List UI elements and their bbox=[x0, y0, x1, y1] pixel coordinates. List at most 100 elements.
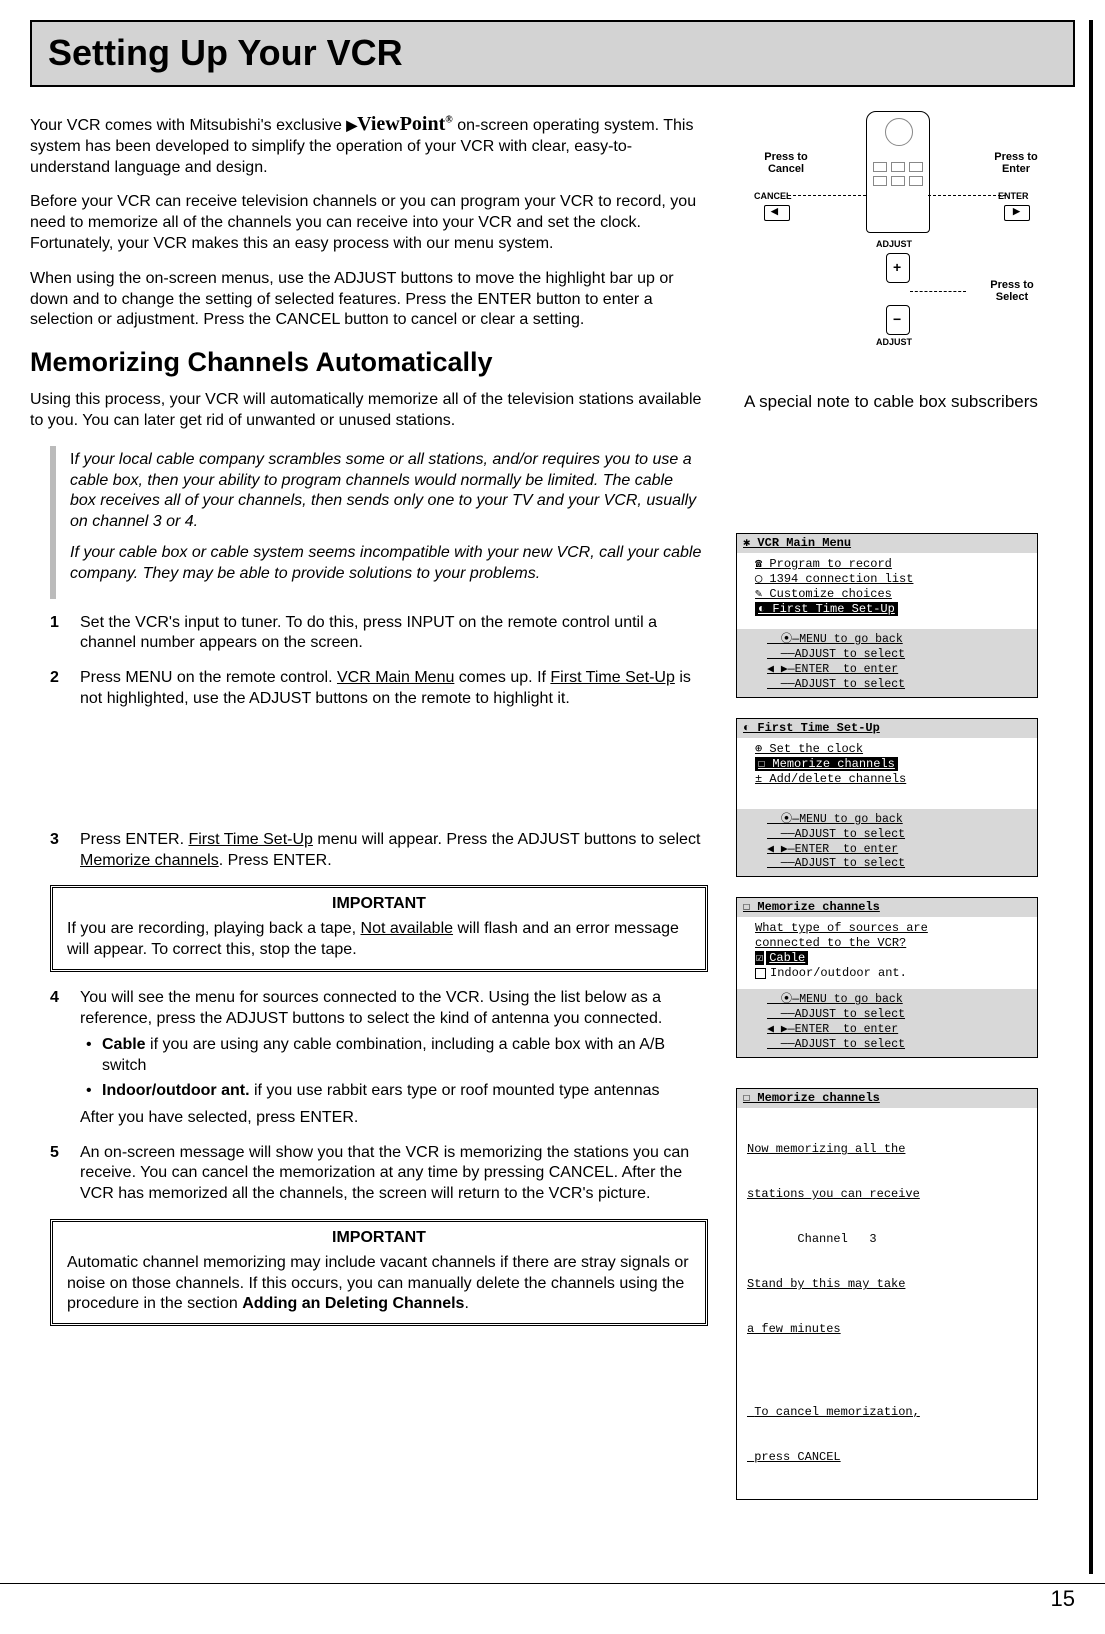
remote-row2 bbox=[873, 176, 923, 186]
enter-label: Press to Enter bbox=[976, 151, 1056, 176]
viewpoint-logo: ViewPoint® bbox=[346, 113, 452, 135]
menu1-sel-text: ◐ First Time Set-Up bbox=[755, 602, 898, 616]
step-5: 5 An on-screen message will show you tha… bbox=[50, 1143, 708, 1205]
menu2-l3: ± Add/delete channels bbox=[755, 772, 1027, 787]
step-num-1: 1 bbox=[50, 613, 80, 655]
menu-progress: ☐ Memorize channels Now memorizing all t… bbox=[736, 1088, 1038, 1500]
step-3: 3 Press ENTER. First Time Set-Up menu wi… bbox=[50, 830, 708, 872]
step-body-3: Press ENTER. First Time Set-Up menu will… bbox=[80, 830, 708, 872]
menu3-hint: ⦿—MENU to go back ──ADJUST to select ◀ ▶… bbox=[737, 989, 1037, 1057]
menu4-body: Now memorizing all the stations you can … bbox=[737, 1108, 1037, 1499]
step4-list: Cable if you are using any cable combina… bbox=[80, 1035, 708, 1101]
menu1-l2: ◯ 1394 connection list bbox=[755, 572, 1027, 587]
s3d: Memorize channels bbox=[80, 852, 219, 869]
imp1b: Not available bbox=[361, 920, 454, 937]
menu-memorize: ☐ Memorize channels What type of sources… bbox=[736, 897, 1038, 1058]
registered-mark: ® bbox=[445, 114, 452, 125]
important-body-2: Automatic channel memorizing may include… bbox=[67, 1253, 691, 1315]
note-para-2: If your cable box or cable system seems … bbox=[70, 543, 702, 585]
s4li2b: if you use rabbit ears type or roof moun… bbox=[250, 1082, 660, 1099]
menu3-opt2-text: Indoor/outdoor ant. bbox=[770, 966, 907, 980]
cancel-label: Press to Cancel bbox=[746, 151, 826, 176]
menu2-body: ⊕ Set the clock ☐ Memorize channels ± Ad… bbox=[737, 738, 1037, 809]
checkbox-off-icon bbox=[755, 968, 766, 979]
menu3-sel: ☑Cable bbox=[755, 951, 1027, 966]
m4l2: stations you can receive bbox=[747, 1187, 1027, 1202]
select-label: Press to Select bbox=[972, 279, 1052, 304]
s2a: Press MENU on the remote control. bbox=[80, 669, 337, 686]
menu3-title: ☐ Memorize channels bbox=[737, 898, 1037, 917]
logo-text: ViewPoint bbox=[357, 113, 445, 135]
cancel-text: CANCEL bbox=[754, 191, 792, 201]
step-2: 2 Press MENU on the remote control. VCR … bbox=[50, 668, 708, 710]
step-4: 4 You will see the menu for sources conn… bbox=[50, 988, 708, 1129]
note1-text: f your local cable company scrambles som… bbox=[70, 451, 696, 530]
step-body-1: Set the VCR's input to tuner. To do this… bbox=[80, 613, 708, 655]
intro-para-3: When using the on-screen menus, use the … bbox=[30, 269, 708, 331]
s4after: After you have selected, press ENTER. bbox=[80, 1109, 358, 1126]
page-side-rule bbox=[1089, 20, 1093, 1574]
step-body-2: Press MENU on the remote control. VCR Ma… bbox=[80, 668, 708, 710]
side-column: Press to Cancel Press to Enter CANCEL EN… bbox=[736, 111, 1075, 1520]
menu-setup: ◐ First Time Set-Up ⊕ Set the clock ☐ Me… bbox=[736, 718, 1038, 878]
intro-para-2: Before your VCR can receive television c… bbox=[30, 192, 708, 254]
side-note: A special note to cable box subscribers bbox=[744, 391, 1075, 413]
s3a: Press ENTER. bbox=[80, 831, 188, 848]
s3e: . Press ENTER. bbox=[219, 852, 332, 869]
enter-button-icon bbox=[1004, 205, 1030, 221]
step-body-5: An on-screen message will show you that … bbox=[80, 1143, 708, 1205]
remote-row bbox=[873, 162, 923, 172]
s2c: comes up. If bbox=[454, 669, 550, 686]
menu3-opt2: Indoor/outdoor ant. bbox=[755, 966, 1027, 981]
step4-li1: Cable if you are using any cable combina… bbox=[102, 1035, 708, 1077]
title-banner: Setting Up Your VCR bbox=[30, 20, 1075, 87]
adjust-minus-icon bbox=[886, 305, 910, 335]
s3b: First Time Set-Up bbox=[188, 831, 312, 848]
section-sub: Using this process, your VCR will automa… bbox=[30, 390, 708, 432]
menu2-sel-text: ☐ Memorize channels bbox=[755, 757, 898, 771]
imp1a: If you are recording, playing back a tap… bbox=[67, 920, 361, 937]
menu2-l1: ⊕ Set the clock bbox=[755, 742, 1027, 757]
m4l4: Stand by this may take bbox=[747, 1277, 1027, 1292]
menu3-body: What type of sources are connected to th… bbox=[737, 917, 1037, 989]
s4li1a: Cable bbox=[102, 1036, 146, 1053]
s4a: You will see the menu for sources connec… bbox=[80, 989, 662, 1027]
important-body-1: If you are recording, playing back a tap… bbox=[67, 919, 691, 961]
dash-right bbox=[928, 195, 1006, 196]
page-number: 15 bbox=[1051, 1585, 1075, 1614]
menu1-l3: ✎ Customize choices bbox=[755, 587, 1027, 602]
imp2c: . bbox=[464, 1295, 468, 1312]
checkbox-on-icon: ☑ bbox=[755, 951, 764, 965]
important-head-1: IMPORTANT bbox=[67, 894, 691, 915]
menu1-sel: ◐ First Time Set-Up bbox=[755, 602, 1027, 617]
intro-text-1a: Your VCR comes with Mitsubishi's exclusi… bbox=[30, 117, 346, 134]
s2d: First Time Set-Up bbox=[550, 669, 674, 686]
step-body-4: You will see the menu for sources connec… bbox=[80, 988, 708, 1129]
intro-para-1: Your VCR comes with Mitsubishi's exclusi… bbox=[30, 111, 708, 179]
section-heading: Memorizing Channels Automatically bbox=[30, 345, 708, 380]
m4l5: a few minutes bbox=[747, 1322, 1027, 1337]
menu1-l1: ☎ Program to record bbox=[755, 557, 1027, 572]
menu2-hint: ⦿—MENU to go back ──ADJUST to select ◀ ▶… bbox=[737, 809, 1037, 877]
important-head-2: IMPORTANT bbox=[67, 1228, 691, 1249]
s3c: menu will appear. Press the ADJUST butto… bbox=[313, 831, 700, 848]
cable-note-block: If your local cable company scrambles so… bbox=[50, 446, 708, 599]
page-title: Setting Up Your VCR bbox=[48, 30, 1057, 77]
adjust-top-label: ADJUST bbox=[876, 239, 912, 249]
dash-select bbox=[910, 291, 966, 292]
remote-diagram: Press to Cancel Press to Enter CANCEL EN… bbox=[736, 111, 1056, 371]
main-column: Your VCR comes with Mitsubishi's exclusi… bbox=[30, 111, 708, 1520]
menu3-q: What type of sources are connected to th… bbox=[755, 921, 1027, 951]
important-box-2: IMPORTANT Automatic channel memorizing m… bbox=[50, 1219, 708, 1326]
m4l7: press CANCEL bbox=[747, 1450, 1027, 1465]
menu3-sel-text: Cable bbox=[766, 951, 808, 965]
note-para-1: If your local cable company scrambles so… bbox=[70, 450, 702, 533]
s4li1b: if you are using any cable combination, … bbox=[102, 1036, 665, 1074]
menu1-title: ✱ VCR Main Menu bbox=[737, 534, 1037, 553]
menu4-title: ☐ Memorize channels bbox=[737, 1089, 1037, 1108]
menu1-body: ☎ Program to record ◯ 1394 connection li… bbox=[737, 553, 1037, 629]
step-1: 1 Set the VCR's input to tuner. To do th… bbox=[50, 613, 708, 655]
enter-text: ENTER bbox=[998, 191, 1029, 201]
adjust-bot-label: ADJUST bbox=[876, 337, 912, 347]
menu2-sel: ☐ Memorize channels bbox=[755, 757, 1027, 772]
